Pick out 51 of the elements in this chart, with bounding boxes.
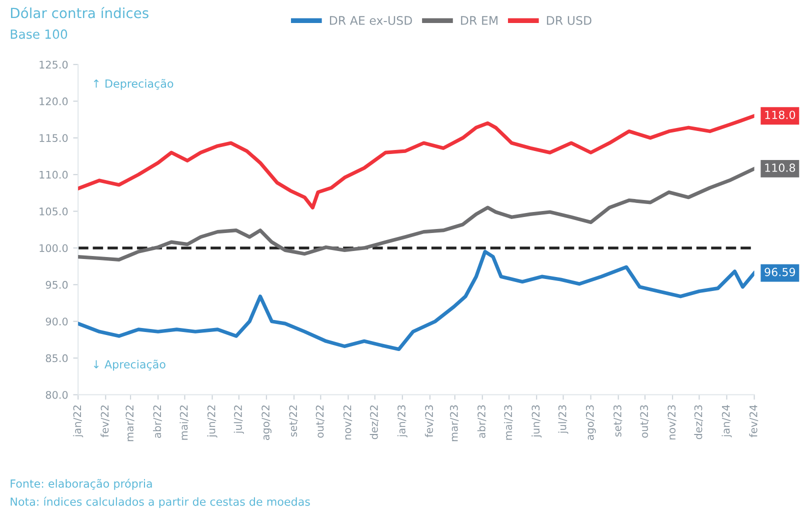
x-tick-label: dez/23	[694, 405, 704, 440]
y-tick-label: 90.0	[46, 318, 68, 326]
x-tick-label: fev/24	[749, 405, 758, 438]
x-tick-label: fev/23	[424, 405, 434, 438]
y-tick-label: 100.0	[40, 244, 68, 252]
x-tick-label: mar/23	[450, 405, 459, 442]
x-tick-label: mar/22	[126, 406, 134, 442]
y-tick-label: 80.0	[46, 390, 68, 399]
x-tick-label: dez/22	[370, 406, 379, 440]
data-label: 110.8	[765, 164, 796, 172]
y-tick-label: 120.0	[40, 97, 68, 106]
legend-label: DR AE ex-USD	[330, 16, 412, 25]
x-tick-label: nov/22	[343, 406, 352, 440]
data-label: 118.0	[765, 110, 796, 120]
x-tick-label: ago/22	[262, 406, 272, 440]
x-tick-label: fev/22	[100, 406, 110, 438]
x-tick-label: set/22	[289, 406, 298, 437]
y-tick-label: 105.0	[40, 208, 68, 216]
x-tick-label: jan/22	[73, 406, 84, 438]
x-tick-label: mai/22	[180, 406, 189, 440]
y-tick-label: 125.0	[40, 60, 68, 69]
line-series	[78, 250, 754, 352]
x-tick-label: jun/23	[532, 405, 542, 438]
annotation: ↑ Depreciação	[94, 78, 174, 90]
data-label: 96.59	[764, 268, 796, 276]
y-tick-label: 110.0	[40, 170, 68, 179]
x-tick-label: ago/23	[586, 405, 596, 440]
x-tick-label: set/23	[613, 405, 622, 437]
legend-label: DR EM	[461, 16, 498, 25]
y-tick-label: 95.0	[46, 280, 68, 289]
line-series	[78, 166, 754, 262]
x-tick-label: abr/23	[477, 405, 486, 438]
x-tick-label: jul/23	[558, 405, 568, 434]
source-note: Fonte: elaboração própria	[10, 478, 152, 490]
x-tick-label: jan/24	[722, 405, 732, 438]
chart-title: Dólar contra índices	[11, 6, 148, 18]
line-series	[78, 114, 754, 210]
x-tick-label: out/23	[640, 405, 649, 438]
x-tick-label: nov/23	[668, 405, 676, 440]
text: Nota: índices calculados a partir de cestas de moedas	[10, 496, 310, 508]
x-tick-label: out/22	[316, 406, 325, 438]
legend-label: DR USD	[546, 16, 592, 25]
chart-subtitle: Base 100	[10, 29, 68, 39]
y-tick-label: 85.0	[46, 354, 68, 362]
x-tick-label: jul/22	[234, 406, 244, 434]
x-tick-label: abr/22	[153, 406, 162, 438]
annotation: ↓ Apreciação	[94, 360, 166, 371]
y-tick-label: 115.0	[40, 134, 68, 142]
x-tick-label: mai/23	[504, 405, 513, 440]
x-tick-label: jan/23	[397, 405, 408, 438]
x-tick-label: jun/22	[207, 406, 218, 438]
